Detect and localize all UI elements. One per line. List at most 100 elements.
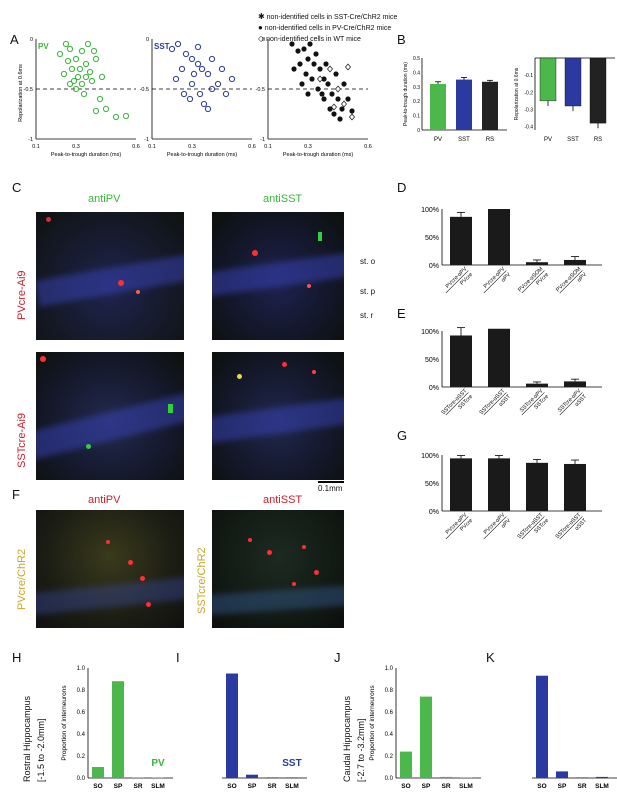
a-point-filled — [291, 66, 297, 72]
a-point — [92, 55, 100, 63]
a-point — [194, 60, 202, 68]
panel-letter-k: K — [486, 650, 495, 665]
layer-st-p: st. p — [360, 287, 376, 296]
hk-bar — [596, 776, 608, 778]
micrograph-sstcre-antisst — [212, 352, 344, 480]
a-ytick-label: 0 — [30, 37, 33, 43]
deg-bar — [526, 383, 548, 387]
a-xtick-label: 0.3 — [188, 144, 196, 150]
a-point — [194, 43, 202, 51]
b-left-ylabel: Peak-to-trough duration (ms) — [403, 62, 409, 126]
a-point-wt — [345, 63, 351, 71]
a-ytick-label: -0.5 — [24, 87, 33, 93]
a-tag: PV — [38, 42, 49, 51]
hk-bar — [420, 696, 432, 778]
c-row-pvcre: PVcre-Ai9 — [16, 270, 28, 320]
a-point-filled — [315, 86, 321, 92]
a-point-filled — [325, 81, 331, 87]
hk-bar — [460, 777, 472, 778]
b-left-xtick: SST — [458, 137, 470, 143]
hk-ytick: 0.2 — [385, 754, 394, 760]
f-col-antisst: antiSST — [263, 494, 303, 506]
deg-xlabel-rule — [483, 392, 507, 416]
deg-xlabel-rule — [521, 392, 545, 416]
micrograph-sstcre-antipv — [36, 352, 184, 480]
b-right-bar — [564, 57, 582, 107]
panel-letter-i: I — [176, 650, 180, 665]
a-point-filled — [341, 81, 347, 87]
hk-xtick: SO — [537, 783, 546, 790]
panel-letter-d: D — [397, 180, 407, 195]
hk-ytick: 0.0 — [385, 776, 394, 782]
a-point — [64, 57, 72, 65]
a-point — [168, 45, 176, 53]
deg-bar — [564, 463, 586, 511]
a-point — [68, 65, 76, 73]
b-right-xtick: SST — [567, 137, 579, 143]
a-point-wt — [341, 100, 347, 108]
panel-b-charts: 0.5 0.4 0.3 0.2 0.1 0 PV SST RS Peak-to-trough du… — [403, 56, 615, 143]
deg-xlabel-rule — [559, 392, 583, 416]
deg-ytick: 100% — [421, 329, 439, 336]
panel-letter-f: F — [12, 487, 20, 502]
a-point-filled — [303, 71, 309, 77]
panel-letter-e: E — [397, 306, 406, 321]
a-point — [204, 70, 212, 78]
a-point — [76, 65, 84, 73]
hk-xtick: SO — [401, 783, 410, 790]
a-point-filled — [337, 116, 343, 122]
a-point — [222, 90, 230, 98]
legend-text-sst: non-identified cells in SST-Cre/ChR2 mic… — [266, 14, 398, 21]
hk-ytick: 1.0 — [77, 666, 86, 672]
a-point — [208, 55, 216, 63]
legend-item-pv: ● non-identified cells in PV-Cre/ChR2 mi… — [258, 23, 392, 32]
f-col-antipv: antiPV — [88, 494, 121, 506]
deg-bar — [526, 462, 548, 511]
b-left-ytick: 0.1 — [413, 114, 420, 120]
a-point — [78, 80, 86, 88]
hk-bar — [440, 776, 452, 778]
hk-bar — [246, 774, 258, 778]
deg-xlabel-rule — [521, 516, 545, 540]
a-point — [56, 50, 64, 58]
a-point-filled — [317, 66, 323, 72]
hk-ytick: 0.6 — [77, 710, 86, 716]
deg-bar — [488, 328, 510, 387]
hk-bar — [576, 777, 588, 778]
b-right-xtick: PV — [544, 137, 552, 143]
a-point — [80, 90, 88, 98]
panel-letter-a: A — [10, 32, 19, 47]
b-right-ytick: -0.2 — [524, 90, 533, 96]
deg-ytick: 100% — [421, 207, 439, 214]
a-point-wt — [335, 85, 341, 93]
hk-xtick: SLM — [285, 783, 299, 790]
a-point — [90, 47, 98, 55]
b-left-xtick: RS — [486, 137, 494, 143]
a-xtick-label: 0.1 — [148, 144, 156, 150]
a-point-filled — [323, 61, 329, 67]
scatter-legend: ✱ non-identified cells in SST-Cre/ChR2 m… — [258, 12, 397, 45]
a-xtick-label: 0.3 — [304, 144, 312, 150]
a-point-filled — [313, 51, 319, 57]
b-left-ytick: 0.2 — [413, 99, 420, 105]
b-right-ylabel: Repolarization at 0.6ms — [514, 67, 520, 120]
deg-xlabel-rule — [445, 516, 469, 540]
a-point-filled — [321, 76, 327, 82]
b-left-ytick: 0.5 — [413, 56, 420, 62]
a-point-wt — [349, 113, 355, 121]
a-point — [78, 47, 86, 55]
deg-bar — [450, 216, 472, 265]
hk-tag: SST — [282, 758, 301, 769]
deg-bar — [526, 262, 548, 265]
a-point-filled — [311, 61, 317, 67]
a-point — [96, 95, 104, 103]
deg-xlabel-bottom: αPV — [500, 272, 512, 284]
a-xlabel: Peak-to-trough duration (ms) — [51, 152, 121, 158]
deg-ytick: 50% — [425, 357, 439, 364]
